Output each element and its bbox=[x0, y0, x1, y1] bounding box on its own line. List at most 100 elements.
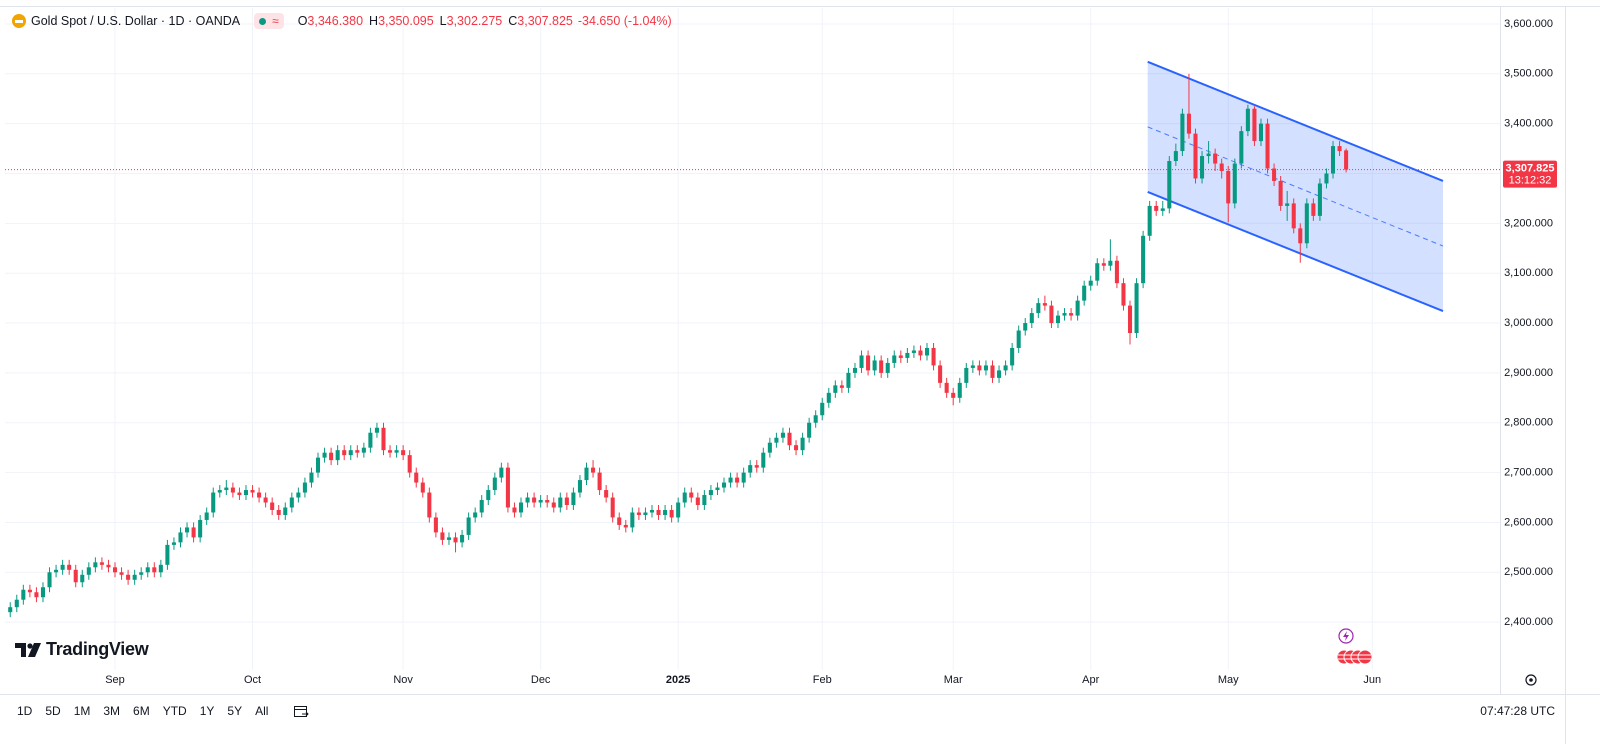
symbol-legend: Gold Spot / U.S. Dollar · 1D · OANDA ≈ O… bbox=[12, 13, 672, 29]
candle-body bbox=[80, 574, 85, 583]
candle-body bbox=[931, 347, 936, 366]
countdown-label: 13:12:32 bbox=[1509, 175, 1552, 187]
range-button[interactable]: All bbox=[255, 704, 269, 718]
y-tick-label: 3,600.000 bbox=[1504, 18, 1553, 30]
price-change: -34.650 (-1.04%) bbox=[577, 14, 672, 28]
date-range-button[interactable] bbox=[293, 703, 310, 719]
candle-body bbox=[1272, 168, 1277, 181]
candle-body bbox=[957, 382, 962, 398]
candle-body bbox=[322, 452, 327, 458]
candle-body bbox=[591, 467, 596, 473]
candle-body bbox=[1186, 113, 1191, 134]
logo-shape bbox=[28, 642, 41, 657]
ohlc-key: C bbox=[508, 14, 518, 28]
candle-body bbox=[112, 567, 118, 573]
candle-body bbox=[1330, 146, 1336, 174]
candle-body bbox=[924, 347, 930, 356]
range-button[interactable]: 6M bbox=[133, 704, 150, 718]
candle-body bbox=[636, 512, 641, 515]
candle-body bbox=[663, 509, 668, 515]
candle-body bbox=[1147, 205, 1152, 236]
candle-body bbox=[1317, 183, 1322, 216]
ohlc-value: 3,307.825 bbox=[517, 14, 573, 28]
x-tick-label: Oct bbox=[244, 674, 261, 686]
candle-body bbox=[1101, 263, 1106, 266]
candle-body bbox=[1232, 163, 1237, 204]
candle-body bbox=[892, 355, 897, 363]
y-tick-label: 2,800.000 bbox=[1504, 417, 1553, 429]
candle-body bbox=[374, 427, 379, 433]
candle-body bbox=[1016, 330, 1021, 348]
candle-body bbox=[1285, 203, 1290, 206]
candle-body bbox=[1258, 123, 1264, 142]
settings-icon[interactable] bbox=[1525, 674, 1537, 686]
candle-body bbox=[558, 497, 563, 508]
range-button[interactable]: 5Y bbox=[227, 704, 243, 718]
market-status[interactable]: ≈ bbox=[254, 13, 284, 29]
logo-text: TradingView bbox=[46, 639, 149, 659]
candle-body bbox=[505, 467, 510, 508]
candle-body bbox=[538, 500, 543, 503]
candle-body bbox=[86, 567, 91, 575]
candle-body bbox=[1095, 263, 1100, 281]
candle-body bbox=[1206, 153, 1211, 157]
last-price-box bbox=[1503, 160, 1557, 188]
candle-body bbox=[47, 572, 52, 588]
x-tick-label: Feb bbox=[813, 674, 832, 686]
candle-body bbox=[617, 517, 622, 525]
x-tick-label: Dec bbox=[531, 674, 551, 686]
candle-body bbox=[1304, 203, 1309, 244]
range-button[interactable]: 1Y bbox=[199, 704, 215, 718]
range-button[interactable]: 5D bbox=[45, 704, 61, 718]
range-button[interactable]: YTD bbox=[162, 704, 187, 718]
candle-body bbox=[145, 567, 150, 573]
candle-body bbox=[721, 482, 727, 488]
candle-body bbox=[1265, 123, 1270, 169]
settings-gear[interactable] bbox=[1525, 674, 1537, 686]
y-tick-label: 2,700.000 bbox=[1504, 467, 1553, 479]
candle-body bbox=[388, 450, 393, 453]
calendar-icon bbox=[294, 706, 308, 717]
candle-body bbox=[93, 562, 98, 568]
candle-body bbox=[748, 465, 753, 473]
candle-body bbox=[852, 367, 858, 373]
candle-body bbox=[669, 509, 674, 518]
candle-body bbox=[983, 365, 988, 371]
candle-body bbox=[106, 564, 111, 568]
logo[interactable]: TradingView bbox=[15, 639, 149, 660]
candle-body bbox=[846, 372, 851, 388]
logo-mark bbox=[15, 642, 41, 657]
candle-body bbox=[682, 492, 687, 503]
candle-body bbox=[1010, 347, 1015, 366]
candle-body bbox=[1127, 305, 1133, 334]
range-button[interactable]: 1D bbox=[17, 704, 33, 718]
candle-body bbox=[1226, 171, 1231, 204]
candle-body bbox=[224, 487, 229, 491]
candle-body bbox=[342, 450, 347, 456]
candle-body bbox=[1344, 150, 1349, 170]
symbol-title[interactable]: Gold Spot / U.S. Dollar · 1D · OANDA bbox=[31, 14, 241, 28]
candle-body bbox=[302, 482, 307, 493]
channel-midline bbox=[1147, 126, 1444, 247]
last-price-label: 3,307.825 bbox=[1506, 163, 1555, 175]
range-button[interactable]: 1M bbox=[73, 704, 91, 718]
candle-body bbox=[361, 447, 366, 453]
candle-body bbox=[191, 527, 196, 538]
range-button[interactable]: 3M bbox=[103, 704, 121, 718]
candle-body bbox=[21, 589, 26, 600]
candle-body bbox=[1088, 280, 1093, 286]
candle-body bbox=[1075, 300, 1080, 316]
candle-body bbox=[597, 472, 602, 491]
candle-body bbox=[368, 432, 373, 448]
x-tick-label: May bbox=[1218, 674, 1239, 686]
x-tick-label: Jun bbox=[1363, 674, 1381, 686]
y-tick-label: 3,400.000 bbox=[1504, 118, 1553, 130]
candle-body bbox=[1193, 133, 1198, 179]
candle-body bbox=[1062, 313, 1067, 316]
candle-body bbox=[1245, 108, 1250, 132]
economic-event[interactable] bbox=[1357, 649, 1373, 665]
candle-body bbox=[1291, 203, 1296, 229]
clock[interactable]: 07:47:28 UTC bbox=[1480, 704, 1555, 718]
candle-body bbox=[433, 517, 438, 533]
